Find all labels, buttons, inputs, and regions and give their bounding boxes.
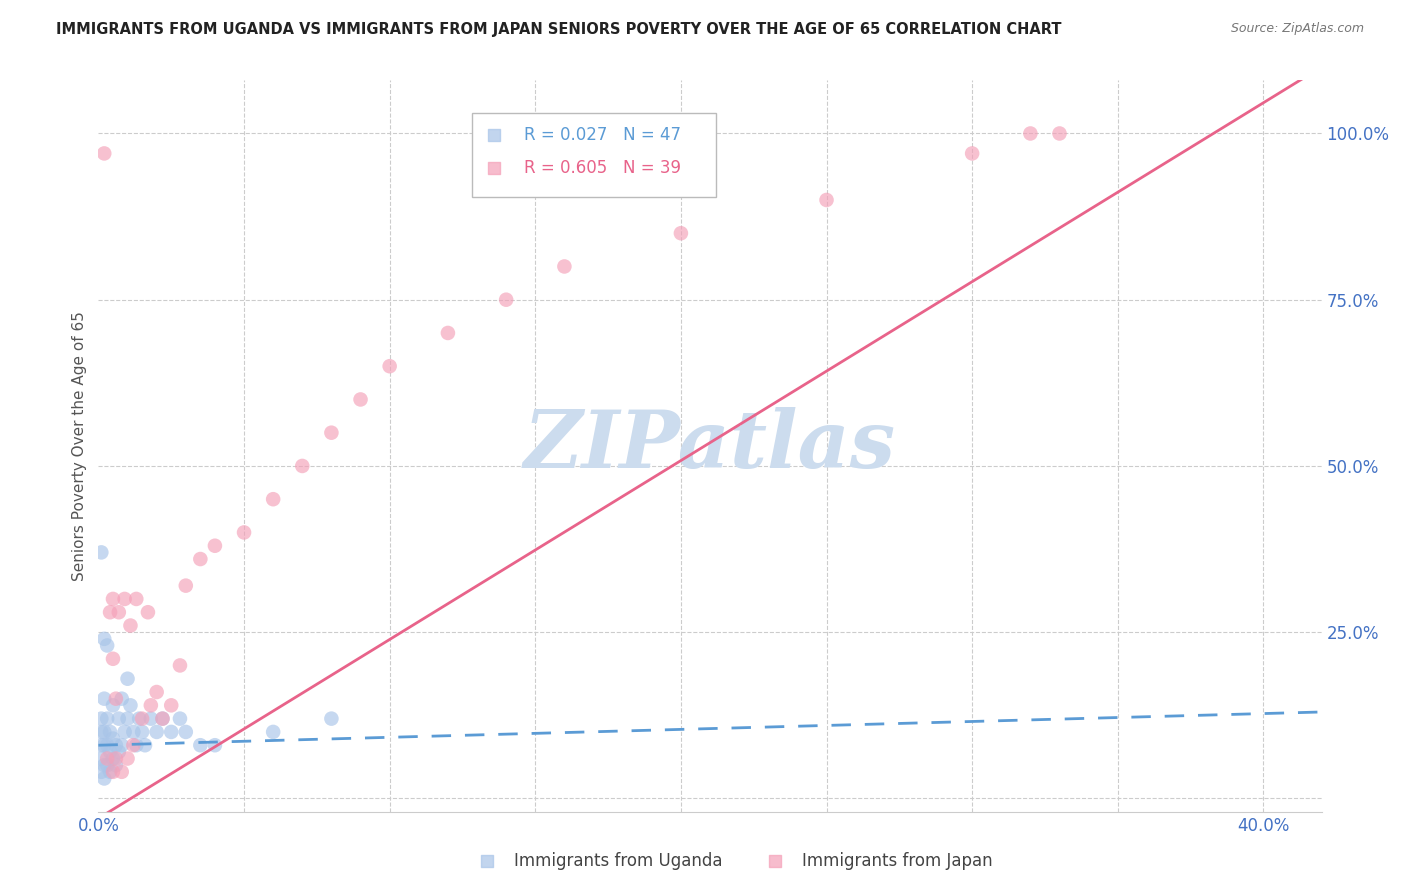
Point xyxy=(93,772,115,786)
Point xyxy=(378,359,401,374)
Text: Immigrants from Japan: Immigrants from Japan xyxy=(801,852,993,870)
Point xyxy=(136,605,159,619)
Y-axis label: Seniors Poverty Over the Age of 65: Seniors Poverty Over the Age of 65 xyxy=(72,311,87,581)
Point xyxy=(128,712,150,726)
Point xyxy=(93,146,115,161)
Point xyxy=(669,226,692,240)
Point xyxy=(233,525,256,540)
Point xyxy=(101,751,124,765)
Point xyxy=(553,260,575,274)
Point xyxy=(125,738,148,752)
Point xyxy=(104,738,127,752)
Point xyxy=(93,758,115,772)
FancyBboxPatch shape xyxy=(471,113,716,197)
Point xyxy=(131,712,153,726)
Point xyxy=(96,712,118,726)
Point xyxy=(349,392,371,407)
Text: IMMIGRANTS FROM UGANDA VS IMMIGRANTS FROM JAPAN SENIORS POVERTY OVER THE AGE OF : IMMIGRANTS FROM UGANDA VS IMMIGRANTS FRO… xyxy=(56,22,1062,37)
Point xyxy=(169,712,191,726)
Point xyxy=(152,712,174,726)
Point xyxy=(98,605,121,619)
Point xyxy=(96,751,118,765)
Point xyxy=(104,758,127,772)
Point xyxy=(169,658,191,673)
Text: R = 0.605   N = 39: R = 0.605 N = 39 xyxy=(524,159,681,177)
Point xyxy=(291,458,314,473)
Point xyxy=(108,605,131,619)
Point xyxy=(96,758,118,772)
Point xyxy=(122,725,145,739)
Point xyxy=(90,712,112,726)
Point xyxy=(160,698,183,713)
Point xyxy=(1014,836,1036,850)
Point xyxy=(188,738,212,752)
Point xyxy=(90,545,112,559)
Point xyxy=(125,591,148,606)
Point xyxy=(93,738,115,752)
Point xyxy=(960,146,983,161)
Point xyxy=(101,698,124,713)
Point xyxy=(174,579,197,593)
Text: Immigrants from Uganda: Immigrants from Uganda xyxy=(515,852,723,870)
Point xyxy=(174,725,197,739)
Point xyxy=(139,698,162,713)
Point xyxy=(120,618,142,632)
Text: ZIPatlas: ZIPatlas xyxy=(524,408,896,484)
Point xyxy=(131,725,153,739)
Point xyxy=(122,738,145,752)
Point xyxy=(117,751,139,765)
Point xyxy=(101,652,124,666)
Point xyxy=(111,738,134,752)
Point xyxy=(145,685,167,699)
Point xyxy=(495,293,517,307)
Text: Source: ZipAtlas.com: Source: ZipAtlas.com xyxy=(1230,22,1364,36)
Point xyxy=(321,425,343,440)
Point xyxy=(98,725,121,739)
Point xyxy=(101,731,124,746)
Point xyxy=(321,712,343,726)
Point xyxy=(152,712,174,726)
Point xyxy=(104,691,127,706)
Point xyxy=(101,764,124,779)
Point xyxy=(90,751,112,765)
Point xyxy=(188,552,212,566)
Point xyxy=(1028,177,1050,191)
Point xyxy=(93,691,115,706)
Point xyxy=(108,745,131,759)
Point xyxy=(117,712,139,726)
Point xyxy=(98,764,121,779)
Point xyxy=(114,725,136,739)
Point xyxy=(1049,127,1071,141)
Point xyxy=(104,751,127,765)
Point xyxy=(1028,206,1050,220)
Point xyxy=(93,632,115,646)
Point xyxy=(96,639,118,653)
Point xyxy=(262,492,284,507)
Point xyxy=(145,725,167,739)
Point xyxy=(204,738,226,752)
Point xyxy=(134,738,156,752)
Point xyxy=(101,591,124,606)
Point xyxy=(111,764,134,779)
Point xyxy=(111,691,134,706)
Point xyxy=(437,326,460,340)
Text: R = 0.027   N = 47: R = 0.027 N = 47 xyxy=(524,126,681,145)
Point xyxy=(90,764,112,779)
Point xyxy=(815,193,838,207)
Point xyxy=(120,698,142,713)
Point xyxy=(160,725,183,739)
Point xyxy=(90,738,112,752)
Point xyxy=(108,712,131,726)
Point xyxy=(139,712,162,726)
Point xyxy=(96,738,118,752)
Point xyxy=(262,725,284,739)
Point xyxy=(114,591,136,606)
Point xyxy=(98,745,121,759)
Point xyxy=(204,539,226,553)
Point xyxy=(1019,127,1042,141)
Point xyxy=(93,725,115,739)
Point xyxy=(117,672,139,686)
Point xyxy=(90,725,112,739)
